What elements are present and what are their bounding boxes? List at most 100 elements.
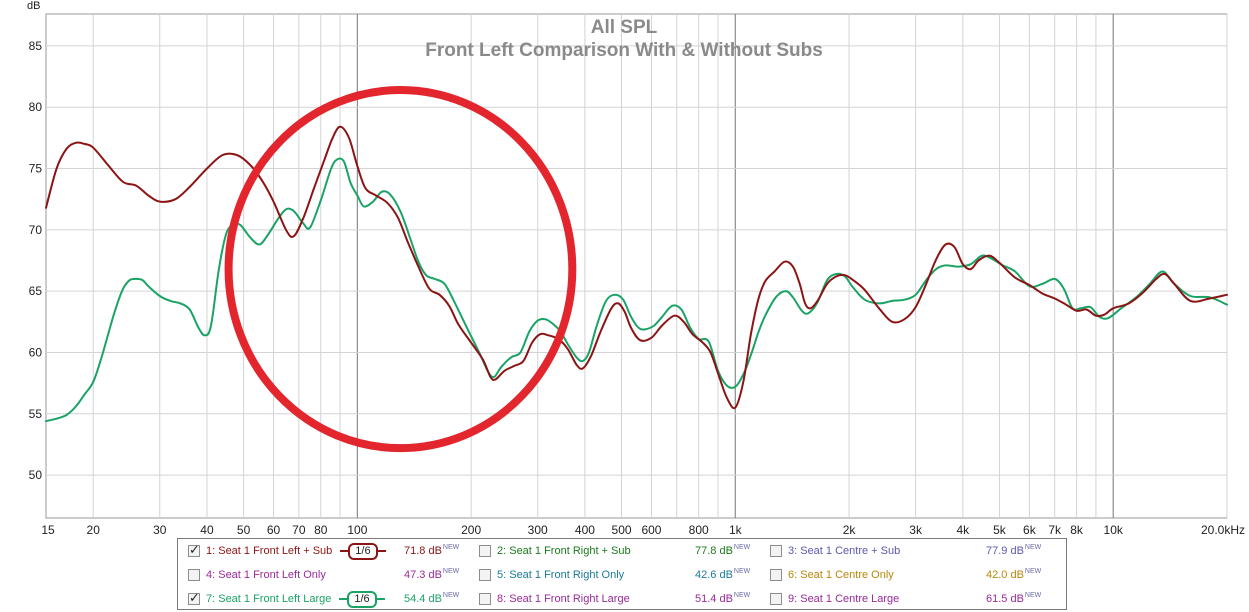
legend-value-2: 77.8 dBNEW xyxy=(695,544,750,557)
legend-checkbox[interactable] xyxy=(188,591,200,606)
x-tick-label: 1k xyxy=(729,523,743,537)
x-tick-label: 80 xyxy=(314,523,328,537)
y-tick-label: 50 xyxy=(29,468,43,482)
value-text: 71.8 dB xyxy=(404,545,442,557)
x-tick-label: 3k xyxy=(909,523,923,537)
legend-checkbox[interactable] xyxy=(479,593,491,605)
value-text: 51.4 dB xyxy=(695,593,733,605)
value-text: 77.8 dB xyxy=(695,545,733,557)
x-tick-label: 500 xyxy=(612,523,632,537)
x-tick-label: 20.0kHz xyxy=(1201,523,1245,537)
legend-value-6: 42.0 dBNEW xyxy=(986,568,1041,581)
new-badge: NEW xyxy=(733,568,751,575)
legend-item-6[interactable]: 6: Seat 1 Centre Only xyxy=(770,566,894,584)
legend-checkbox[interactable] xyxy=(770,545,782,557)
value-text: 47.3 dB xyxy=(404,569,442,581)
y-axis-label: dB xyxy=(27,0,40,12)
plot-area xyxy=(45,13,1228,519)
x-tick-label: 300 xyxy=(528,523,548,537)
new-badge: NEW xyxy=(442,544,460,551)
series-line-front-left-sub xyxy=(45,125,1228,410)
legend-label: 7: Seat 1 Front Left Large xyxy=(206,593,332,605)
legend-checkbox[interactable] xyxy=(479,545,491,557)
new-badge: NEW xyxy=(442,592,460,599)
legend-item-5[interactable]: 5: Seat 1 Front Right Only xyxy=(479,566,624,584)
legend-label: 9: Seat 1 Centre Large xyxy=(788,593,900,605)
y-tick-label: 75 xyxy=(29,162,43,176)
legend-label: 4: Seat 1 Front Left Only xyxy=(206,569,326,581)
legend-panel: 1: Seat 1 Front Left + Sub 1/6 71.8 dBNE… xyxy=(177,538,1067,610)
x-tick-label: 5k xyxy=(993,523,1007,537)
x-tick-label: 4k xyxy=(956,523,970,537)
legend-label: 6: Seat 1 Centre Only xyxy=(788,569,894,581)
x-tick-label: 800 xyxy=(689,523,709,537)
legend-value-1: 71.8 dBNEW xyxy=(404,544,459,557)
value-text: 61.5 dB xyxy=(986,593,1024,605)
legend-value-4: 47.3 dBNEW xyxy=(404,568,459,581)
legend-item-1[interactable]: 1: Seat 1 Front Left + Sub 1/6 xyxy=(188,542,386,560)
y-tick-label: 80 xyxy=(29,100,43,114)
new-badge: NEW xyxy=(1024,592,1042,599)
legend-checkbox[interactable] xyxy=(770,569,782,581)
x-tick-label: 10k xyxy=(1104,523,1124,537)
highlight-circle xyxy=(224,86,577,453)
legend-checkbox[interactable] xyxy=(479,569,491,581)
x-tick-label: 100 xyxy=(347,523,367,537)
annotation xyxy=(224,86,577,453)
y-tick-label: 65 xyxy=(29,284,43,298)
x-tick-label: 50 xyxy=(237,523,251,537)
x-tick-label: 70 xyxy=(292,523,306,537)
smoothing-label: 1/6 xyxy=(347,590,377,608)
legend-item-3[interactable]: 3: Seat 1 Centre + Sub xyxy=(770,542,900,560)
new-badge: NEW xyxy=(1024,544,1042,551)
new-badge: NEW xyxy=(1024,568,1042,575)
new-badge: NEW xyxy=(733,592,751,599)
legend-label: 3: Seat 1 Centre + Sub xyxy=(788,545,901,557)
legend-value-7: 54.4 dBNEW xyxy=(404,592,459,605)
legend-item-7[interactable]: 7: Seat 1 Front Left Large 1/6 xyxy=(188,590,385,608)
legend-label: 5: Seat 1 Front Right Only xyxy=(497,569,625,581)
series-line-front-left-large xyxy=(45,157,1228,423)
legend-value-9: 61.5 dBNEW xyxy=(986,592,1041,605)
legend-checkbox[interactable] xyxy=(188,569,200,581)
x-tick-label: 200 xyxy=(461,523,481,537)
legend-value-3: 77.9 dBNEW xyxy=(986,544,1041,557)
x-tick-label: 400 xyxy=(575,523,595,537)
legend-label: 2: Seat 1 Front Right + Sub xyxy=(497,545,631,557)
x-tick-label: 40 xyxy=(200,523,214,537)
legend-item-9[interactable]: 9: Seat 1 Centre Large xyxy=(770,590,899,608)
value-text: 42.0 dB xyxy=(986,569,1024,581)
legend-item-2[interactable]: 2: Seat 1 Front Right + Sub xyxy=(479,542,631,560)
value-text: 77.9 dB xyxy=(986,545,1024,557)
value-text: 54.4 dB xyxy=(404,593,442,605)
x-tick-label: 15 xyxy=(41,523,55,537)
legend-value-8: 51.4 dBNEW xyxy=(695,592,750,605)
legend-item-8[interactable]: 8: Seat 1 Front Right Large xyxy=(479,590,630,608)
x-tick-label: 60 xyxy=(267,523,281,537)
legend-label: 8: Seat 1 Front Right Large xyxy=(497,593,630,605)
series xyxy=(45,125,1228,423)
smoothing-label: 1/6 xyxy=(348,542,378,560)
legend-checkbox[interactable] xyxy=(770,593,782,605)
smoothing-indicator[interactable]: 1/6 xyxy=(340,542,386,560)
x-tick-label: 7k xyxy=(1048,523,1062,537)
x-tick-label: 20 xyxy=(87,523,101,537)
y-tick-label: 60 xyxy=(29,345,43,359)
legend-value-5: 42.6 dBNEW xyxy=(695,568,750,581)
new-badge: NEW xyxy=(733,544,751,551)
x-tick-label: 30 xyxy=(153,523,167,537)
new-badge: NEW xyxy=(442,568,460,575)
y-tick-label: 85 xyxy=(29,39,43,53)
x-tick-label: 2k xyxy=(843,523,857,537)
legend-checkbox[interactable] xyxy=(188,543,200,558)
value-text: 42.6 dB xyxy=(695,569,733,581)
y-tick-label: 70 xyxy=(29,223,43,237)
y-tick-label: 55 xyxy=(29,407,43,421)
x-tick-label: 6k xyxy=(1023,523,1037,537)
x-tick-label: 600 xyxy=(641,523,661,537)
x-tick-label: 8k xyxy=(1070,523,1084,537)
legend-label: 1: Seat 1 Front Left + Sub xyxy=(206,545,333,557)
legend-item-4[interactable]: 4: Seat 1 Front Left Only xyxy=(188,566,326,584)
smoothing-indicator[interactable]: 1/6 xyxy=(339,590,385,608)
